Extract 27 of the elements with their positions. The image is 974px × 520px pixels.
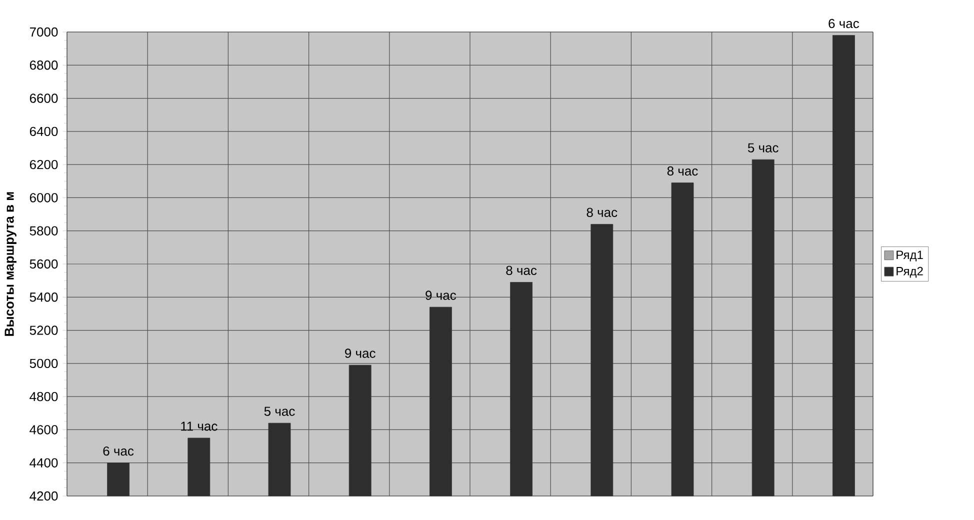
annotation: 6 час: [103, 446, 134, 456]
y-tick-label: 6600: [30, 94, 58, 103]
annotation: 8 час: [667, 166, 698, 176]
annotation: 5 час: [748, 143, 778, 152]
y-tick-label: 4400: [30, 458, 58, 468]
annotation: 11 час: [181, 422, 218, 431]
annotation: 8 час: [506, 266, 537, 276]
y-tick-label: 6800: [30, 60, 58, 70]
y-tick-label: 4200: [30, 491, 58, 501]
y-tick-label: 5800: [30, 226, 58, 236]
annotation: 5 час: [264, 406, 295, 416]
legend-label: Ряд2: [896, 266, 923, 278]
y-tick-label: 5000: [30, 358, 58, 368]
y-tick-label: 6000: [30, 193, 58, 202]
y-tick-label: 6400: [30, 126, 58, 136]
y-tick-label: 7000: [30, 27, 58, 37]
y-axis-title: Высоты маршрута в м: [4, 192, 16, 336]
annotation: 8 час: [586, 208, 618, 218]
y-tick-label: 6200: [30, 160, 58, 170]
y-tick-label: 5400: [30, 292, 58, 302]
y-tick-label: 4800: [30, 392, 58, 402]
legend-label: Ряд1: [896, 250, 923, 262]
annotation: 9 час: [345, 348, 376, 358]
y-tick-label: 5200: [30, 326, 58, 335]
y-tick-label: 4600: [30, 425, 58, 434]
annotation: 6 час: [828, 18, 860, 28]
y-tick-label: 5600: [30, 259, 58, 269]
